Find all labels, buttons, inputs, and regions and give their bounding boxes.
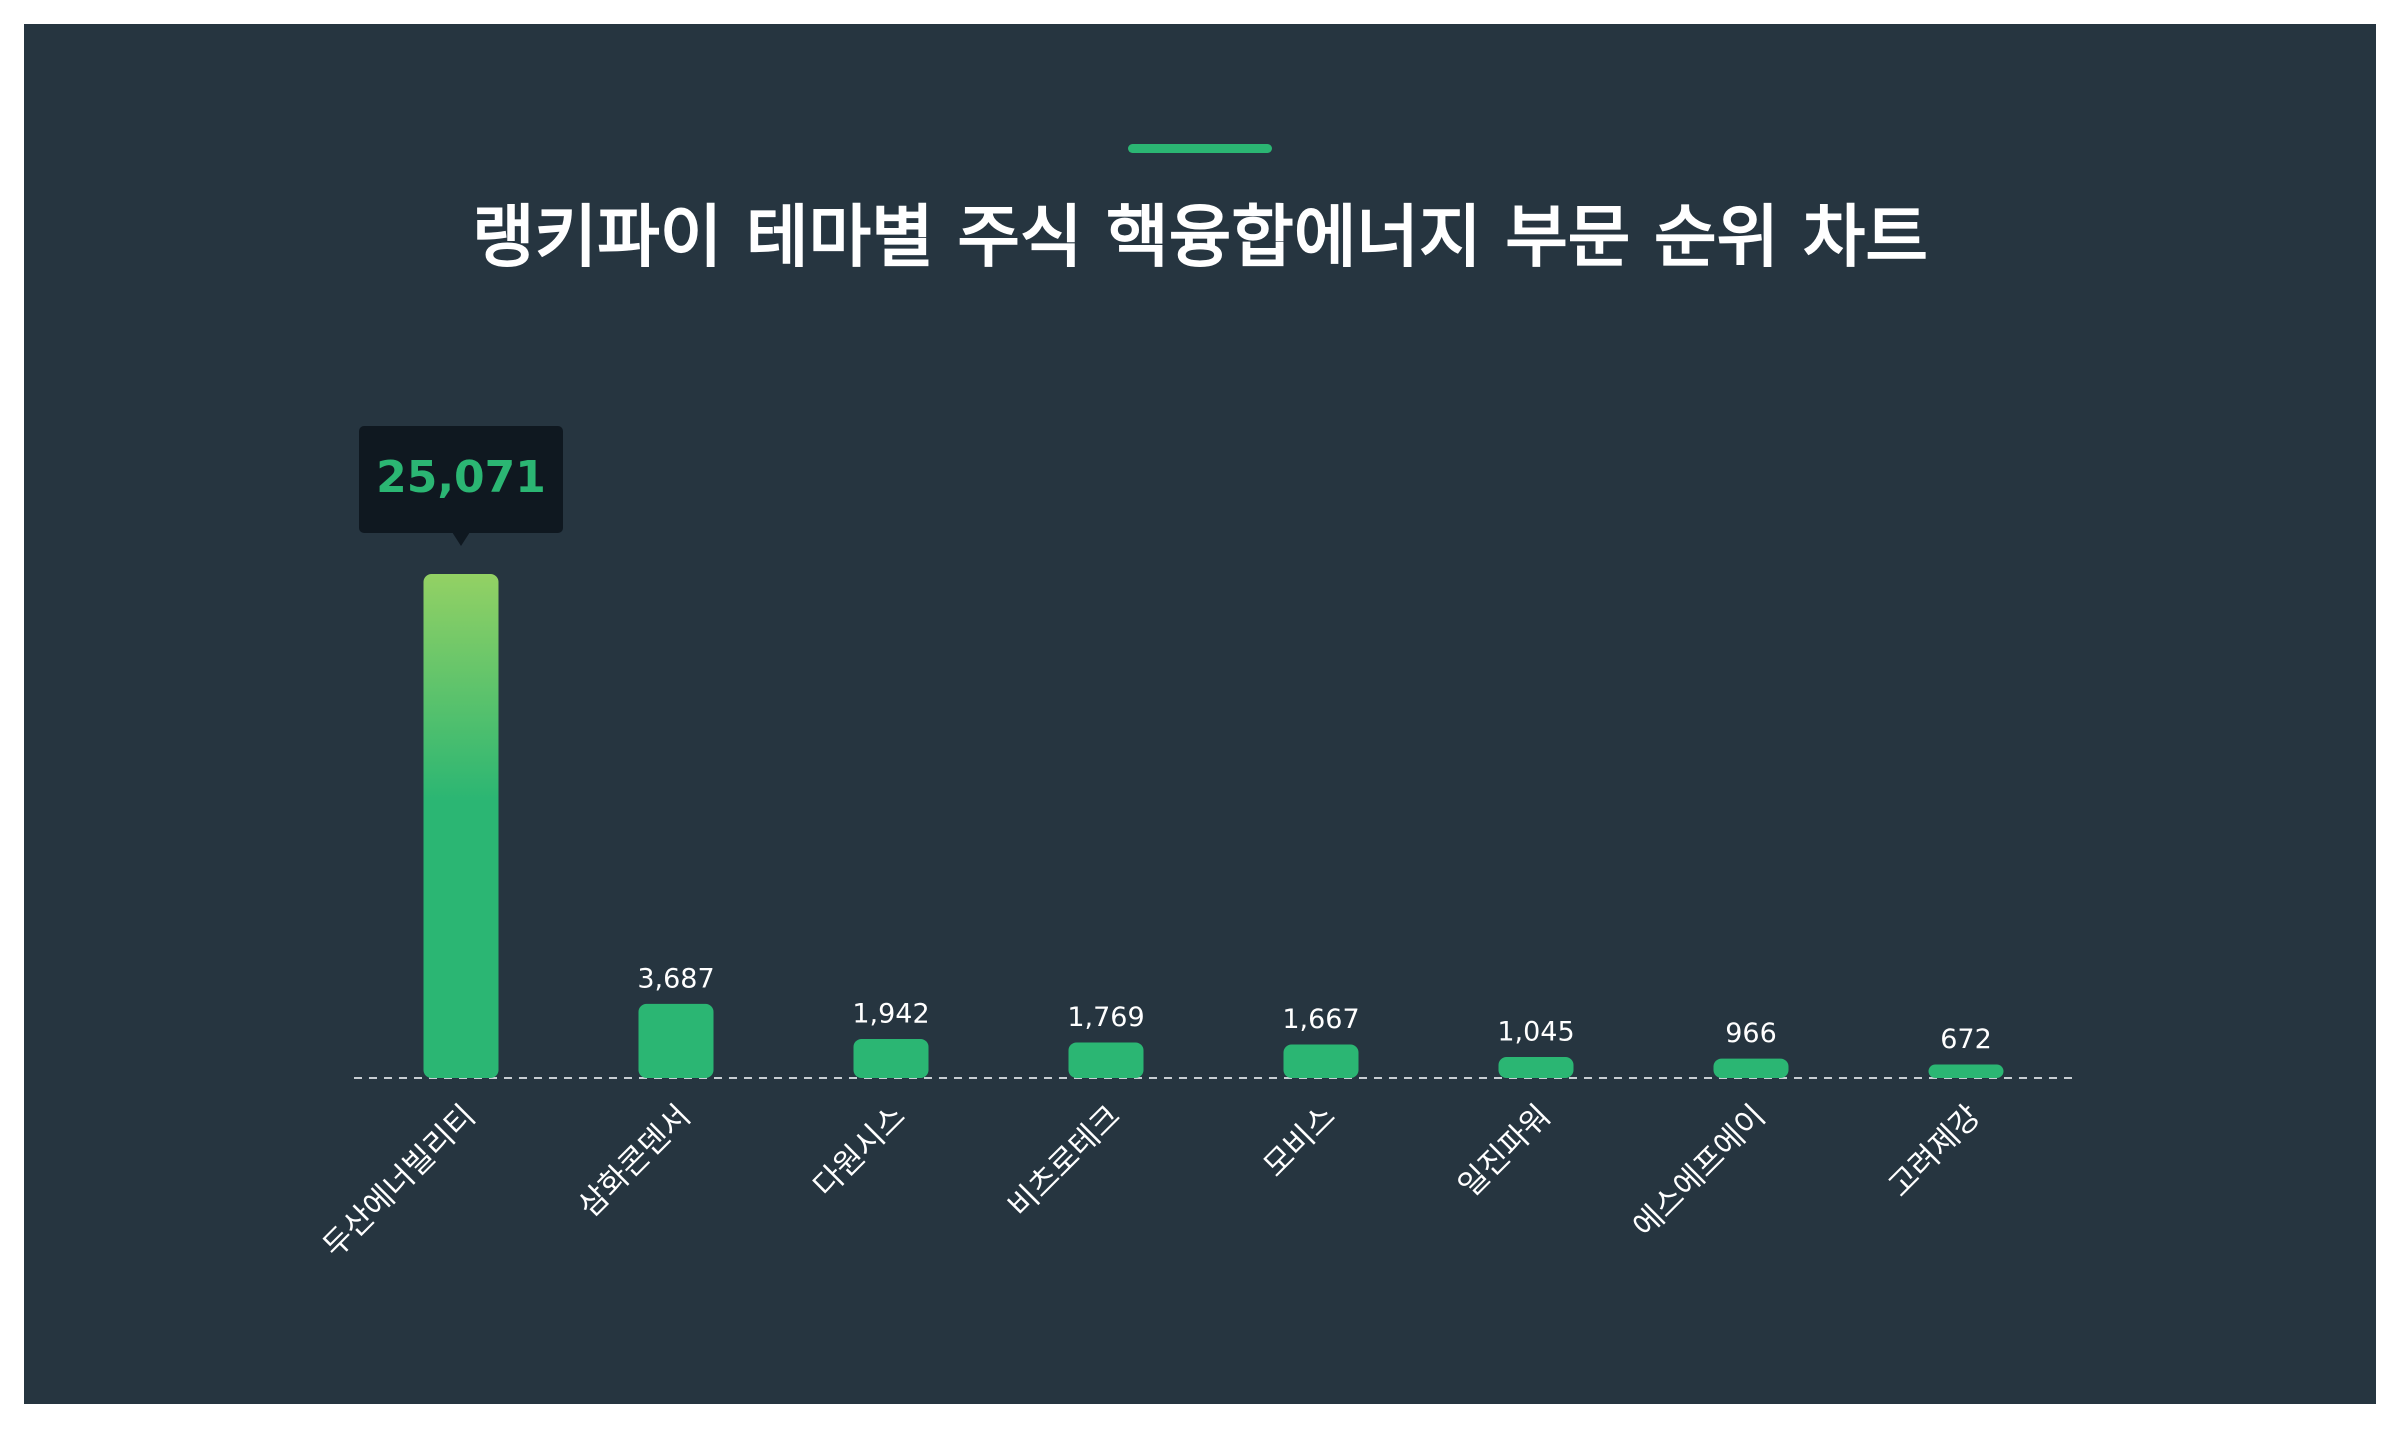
value-label: 1,942: [852, 998, 929, 1029]
value-label: 1,667: [1282, 1004, 1359, 1035]
bar: [853, 1038, 929, 1078]
tooltip-box: [359, 426, 563, 533]
value-label: 1,769: [1067, 1002, 1144, 1033]
value-label: 966: [1725, 1018, 1777, 1049]
bar: [1928, 1064, 2004, 1078]
bar: [1713, 1058, 1789, 1078]
value-label: 3,687: [637, 963, 714, 994]
value-label: 25,071: [376, 452, 546, 503]
panel: [24, 24, 2376, 1404]
value-label: 1,045: [1497, 1016, 1574, 1047]
accent-line: [1128, 144, 1272, 153]
bar: [1068, 1042, 1144, 1078]
bar: [1283, 1044, 1359, 1078]
tooltip-pointer: [452, 532, 470, 546]
value-label: 672: [1940, 1024, 1992, 1055]
chart-title: 랭키파이 테마별 주식 핵융합에너지 부문 순위 차트: [472, 199, 1928, 278]
bar: [1498, 1056, 1574, 1078]
bar: [638, 1003, 714, 1078]
bar: [423, 574, 499, 1078]
